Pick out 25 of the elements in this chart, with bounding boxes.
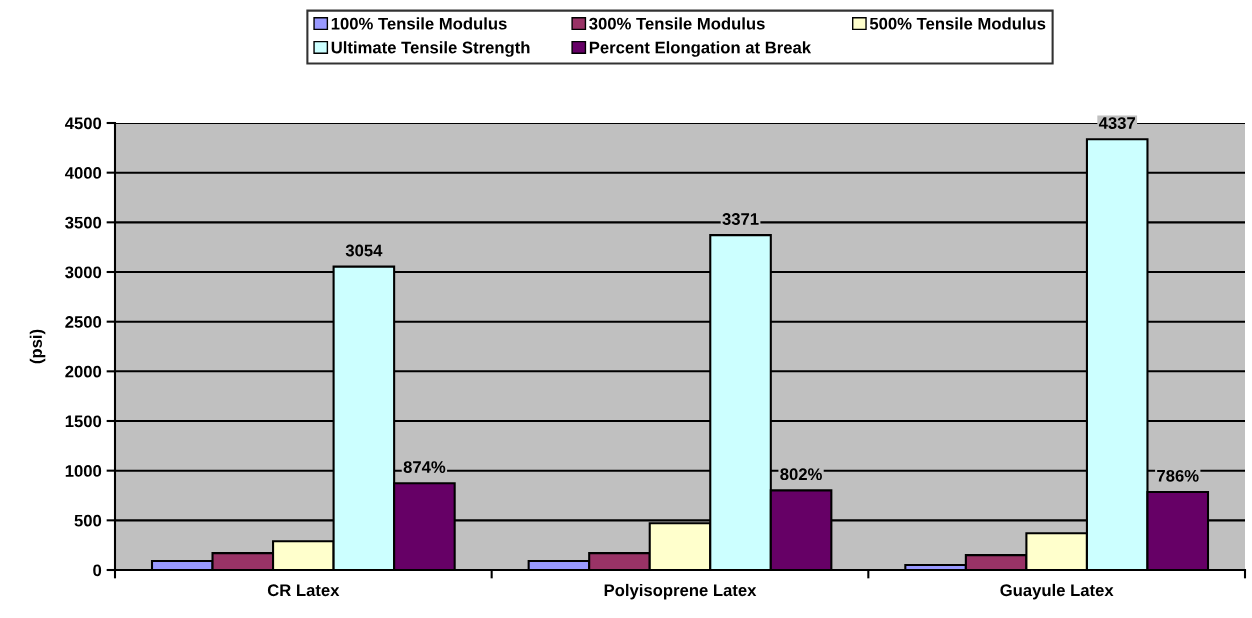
legend-label: Percent Elongation at Break [589, 41, 812, 57]
y-tick-label: 4000 [64, 167, 102, 179]
data-label: 874% [403, 461, 446, 473]
y-axis-title: (psi) [29, 329, 46, 364]
legend-label: 300% Tensile Modulus [589, 17, 765, 30]
y-tick-label: 1000 [65, 465, 102, 477]
x-tick-label: CR Latex [267, 584, 340, 597]
y-tick-label: 2500 [65, 316, 102, 328]
x-tick-label: Guayule Latex [1000, 583, 1114, 600]
y-tick-label: 500 [74, 514, 102, 527]
data-label: 3371 [722, 213, 759, 225]
data-label: 802% [780, 468, 822, 481]
y-tick-label: 4500 [64, 117, 102, 130]
y-tick-label: 0 [93, 564, 102, 577]
legend-label: 100% Tensile Modulus [331, 17, 507, 30]
legend-label: Ultimate Tensile Strength [331, 41, 530, 57]
y-tick-label: 2000 [65, 365, 102, 378]
data-label: 786% [1157, 469, 1199, 482]
y-tick-label: 1500 [65, 415, 102, 428]
data-label: 3054 [345, 244, 383, 257]
y-tick-label: 3500 [65, 216, 102, 229]
legend-label: 500% Tensile Modulus [869, 17, 1046, 30]
y-tick-label: 3000 [65, 266, 102, 279]
data-label: 4337 [1098, 117, 1136, 129]
x-tick-label: Polyisoprene Latex [604, 583, 757, 600]
